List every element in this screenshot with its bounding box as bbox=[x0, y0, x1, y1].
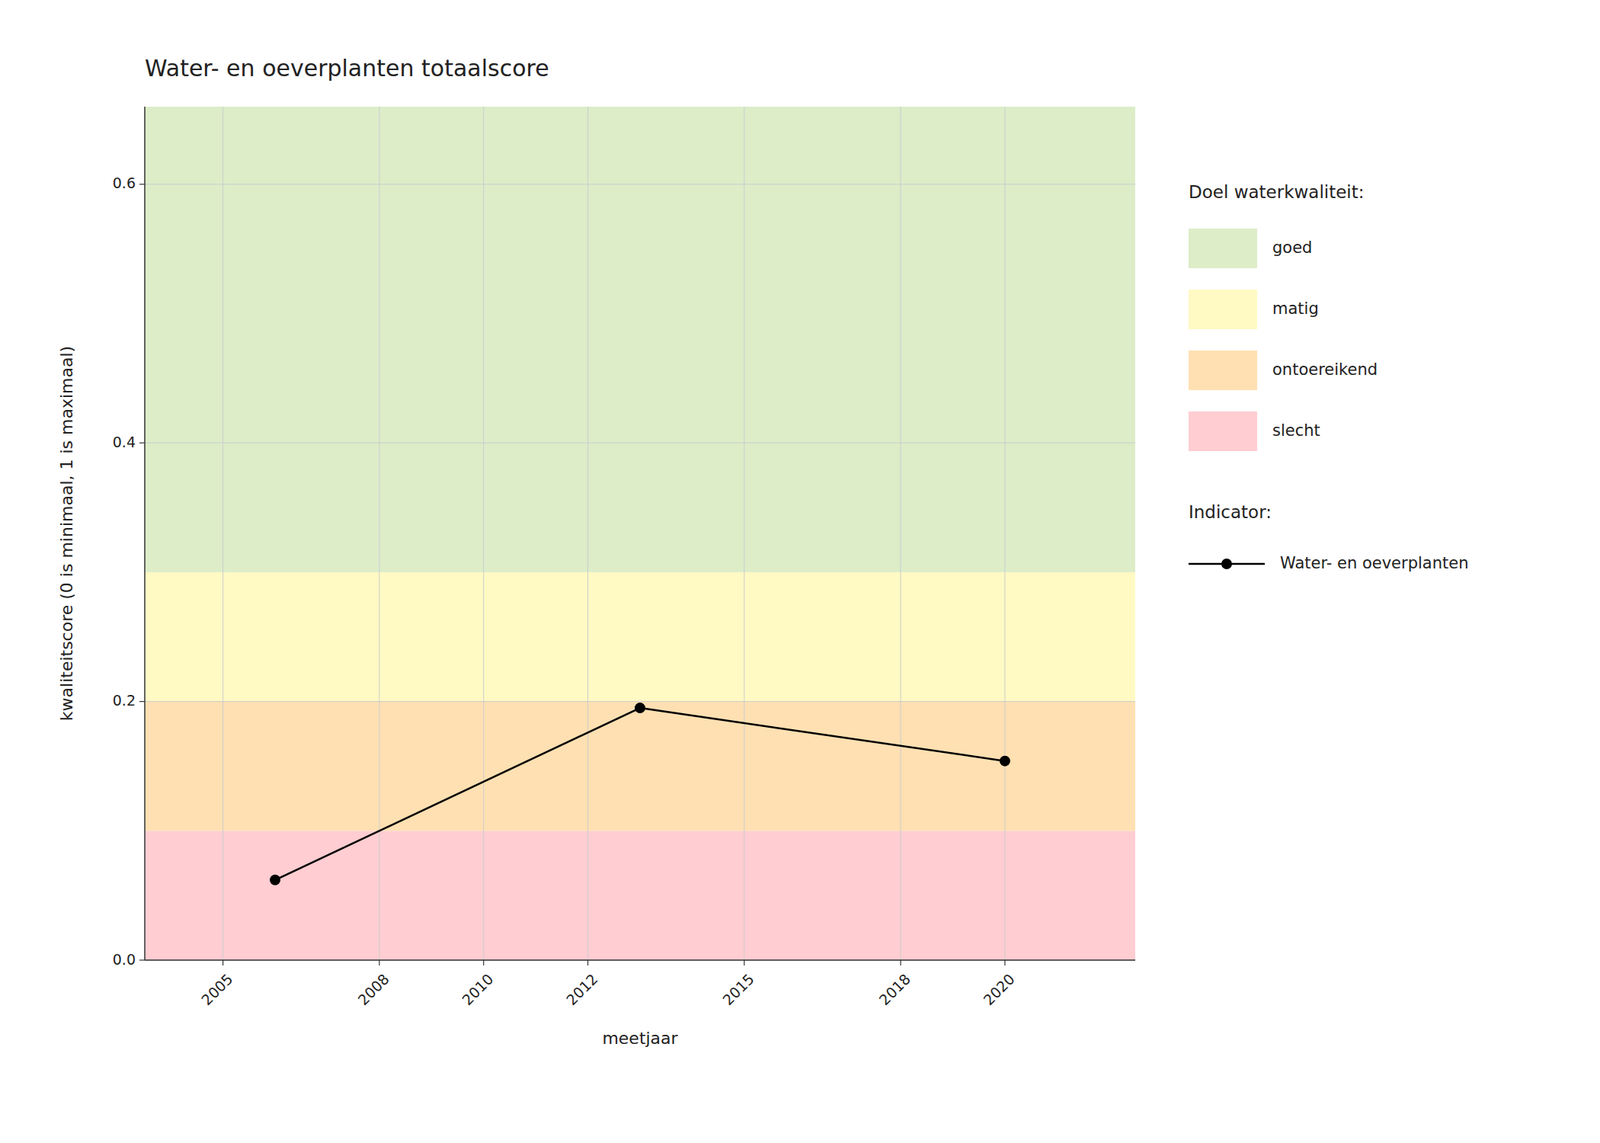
x-tick-label: 2020 bbox=[979, 969, 1018, 1008]
band bbox=[144, 701, 1136, 832]
y-tick bbox=[139, 183, 145, 185]
grid-line-x bbox=[587, 106, 589, 960]
x-tick-label: 2008 bbox=[354, 969, 393, 1008]
legend-swatch bbox=[1188, 411, 1258, 452]
x-tick-label: 2018 bbox=[875, 969, 914, 1008]
x-axis-line bbox=[144, 959, 1136, 961]
legend-label: ontoereikend bbox=[1272, 360, 1378, 379]
point bbox=[634, 702, 646, 714]
x-tick bbox=[222, 960, 224, 966]
point bbox=[269, 874, 281, 886]
legend-label: Water- en oeverplanten bbox=[1280, 553, 1469, 573]
grid-line-y bbox=[144, 442, 1136, 444]
x-tick bbox=[900, 960, 902, 966]
x-tick-label: 2010 bbox=[458, 969, 497, 1008]
legend-title: Doel waterkwaliteit: bbox=[1188, 182, 1365, 202]
legend-swatch bbox=[1188, 289, 1258, 330]
chart: 2005 2008 2010 2012 2015 2018 2020 0.0 0.2 0.4 0.6… bbox=[0, 0, 1600, 1143]
grid bbox=[144, 106, 1136, 960]
legend-swatch bbox=[1188, 228, 1258, 269]
legend-marker bbox=[1221, 558, 1232, 570]
band bbox=[144, 830, 1136, 960]
grid-line-x bbox=[222, 106, 224, 960]
grid-line-x bbox=[900, 106, 902, 960]
grid-line-x bbox=[378, 106, 380, 960]
x-tick bbox=[743, 960, 745, 966]
grid-line-y bbox=[144, 700, 1136, 702]
grid-line-y bbox=[144, 183, 1136, 185]
grid-line-x bbox=[1004, 106, 1005, 960]
x-tick-label: 2005 bbox=[198, 969, 237, 1008]
x-tick bbox=[587, 960, 589, 966]
legend-swatch bbox=[1188, 350, 1258, 391]
legend-title: Indicator: bbox=[1188, 502, 1272, 522]
grid-line-x bbox=[743, 106, 745, 960]
y-tick-label: 0.6 bbox=[112, 174, 136, 192]
legend-label: slecht bbox=[1272, 421, 1321, 440]
legend: Doel waterkwaliteit: goed matig ontoereiken… bbox=[1188, 182, 1469, 573]
marks bbox=[269, 702, 1011, 886]
legend-label: matig bbox=[1272, 299, 1319, 318]
band bbox=[144, 572, 1136, 702]
y-tick bbox=[139, 442, 145, 444]
grid-line-y bbox=[144, 960, 1136, 961]
x-axis-label: meetjaar bbox=[601, 1028, 679, 1048]
title: Water- en oeverplanten totaalscore bbox=[144, 54, 550, 82]
axes: 2005 2008 2010 2012 2015 2018 2020 0.0 0.2 0.4 0.6 bbox=[112, 106, 1136, 1008]
x-tick-label: 2012 bbox=[563, 969, 602, 1008]
y-tick bbox=[139, 700, 145, 702]
y-tick-label: 0.4 bbox=[112, 433, 136, 451]
bands bbox=[144, 106, 1136, 960]
x-tick bbox=[483, 960, 484, 966]
y-axis-label: kwaliteitscore (0 is minimaal, 1 is maxi… bbox=[57, 345, 77, 721]
legend-label: goed bbox=[1272, 238, 1312, 257]
point bbox=[999, 755, 1011, 767]
line bbox=[275, 707, 1005, 880]
background bbox=[0, 0, 1600, 1143]
grid-line-x bbox=[483, 106, 484, 960]
y-tick-label: 0.0 bbox=[112, 950, 136, 968]
y-tick bbox=[139, 959, 145, 960]
band bbox=[144, 106, 1136, 573]
x-tick-label: 2015 bbox=[719, 969, 758, 1008]
x-tick bbox=[378, 960, 380, 966]
y-axis-line bbox=[144, 106, 146, 960]
x-tick bbox=[1004, 960, 1005, 966]
y-tick-label: 0.2 bbox=[112, 691, 136, 709]
